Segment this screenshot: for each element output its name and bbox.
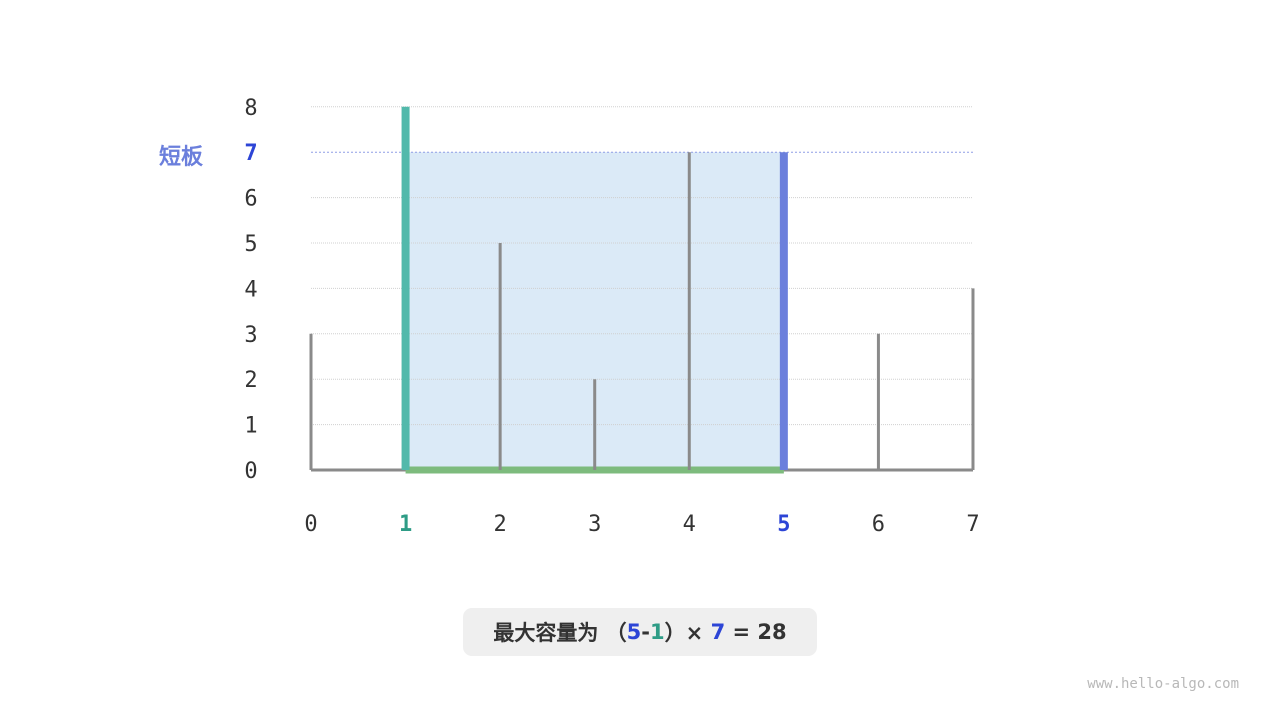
x-tick-label: 6 (872, 512, 885, 537)
y-tick-label: 4 (244, 277, 257, 302)
x-tick-label: 0 (304, 512, 317, 537)
x-tick-label: 3 (588, 512, 601, 537)
caption-result: = 28 (725, 620, 787, 644)
watermark: www.hello-algo.com (1087, 676, 1239, 692)
x-tick-label: 2 (494, 512, 507, 537)
caption-minus: - (641, 620, 651, 644)
y-tick-label: 5 (244, 232, 257, 257)
y-tick-label: 6 (244, 187, 257, 212)
caption-left-index: 1 (650, 620, 665, 644)
result-caption: 最大容量为 （ 5 - 1 ）× 7 = 28 (463, 608, 817, 656)
y-tick-label: 8 (244, 96, 257, 121)
y-tick-label: 2 (244, 368, 257, 393)
y-tick-label: 1 (244, 414, 257, 439)
x-tick-label: 1 (399, 512, 412, 537)
x-tick-label: 7 (966, 512, 979, 537)
caption-right-index: 5 (626, 620, 642, 644)
short-board-label: 短板 (159, 145, 204, 170)
y-tick-label: 0 (244, 459, 257, 484)
y-tick-label: 3 (244, 323, 257, 348)
x-tick-label: 4 (683, 512, 696, 537)
caption-times: ）× (664, 621, 711, 645)
caption-prefix: 最大容量为 （ (493, 621, 627, 645)
x-tick-label: 5 (777, 512, 790, 537)
y-tick-label: 7 (244, 141, 257, 166)
caption-height: 7 (710, 620, 726, 644)
